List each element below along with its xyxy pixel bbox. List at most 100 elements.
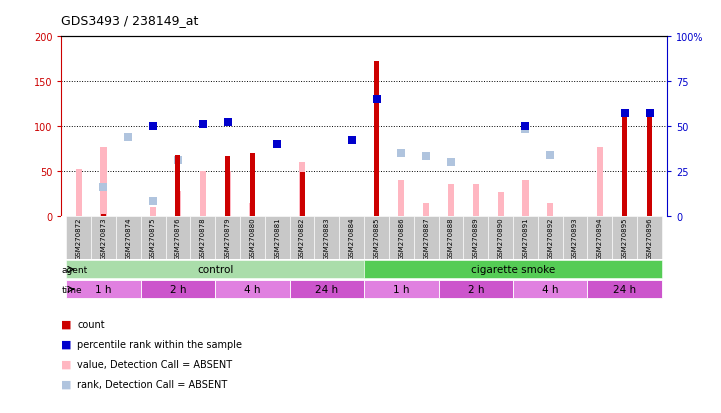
Bar <box>215 280 290 299</box>
Text: GSM270875: GSM270875 <box>150 217 156 260</box>
Point <box>520 127 531 133</box>
Bar <box>414 216 438 260</box>
Bar <box>91 216 116 260</box>
Point <box>520 123 531 130</box>
Point <box>98 184 110 191</box>
Point <box>445 159 456 166</box>
Text: GSM270879: GSM270879 <box>224 217 231 260</box>
Text: 4 h: 4 h <box>542 285 559 294</box>
Text: GSM270881: GSM270881 <box>274 217 280 260</box>
Bar <box>66 216 91 260</box>
Bar <box>224 171 231 216</box>
Text: GSM270874: GSM270874 <box>125 217 131 260</box>
Bar <box>364 216 389 260</box>
Point <box>420 154 432 160</box>
Text: GSM270891: GSM270891 <box>523 217 528 260</box>
Bar <box>166 216 190 260</box>
Text: ■: ■ <box>61 379 72 389</box>
Bar <box>299 162 305 216</box>
Text: GSM270876: GSM270876 <box>175 217 181 260</box>
Text: ■: ■ <box>61 359 72 369</box>
Point <box>371 97 382 103</box>
Bar <box>101 214 106 216</box>
Bar <box>190 216 215 260</box>
Bar <box>398 180 404 216</box>
Text: rank, Detection Call = ABSENT: rank, Detection Call = ABSENT <box>77 379 227 389</box>
Bar <box>622 116 627 216</box>
Point <box>172 157 184 164</box>
Bar <box>290 280 364 299</box>
Bar <box>448 185 454 216</box>
Text: GSM270886: GSM270886 <box>398 217 404 260</box>
Point <box>222 120 234 126</box>
Bar <box>647 118 652 216</box>
Text: GSM270882: GSM270882 <box>299 217 305 260</box>
Text: 24 h: 24 h <box>613 285 637 294</box>
Text: 2 h: 2 h <box>169 285 186 294</box>
Point <box>396 150 407 157</box>
Text: GSM270885: GSM270885 <box>373 217 379 260</box>
Bar <box>438 216 464 260</box>
Bar <box>523 180 528 216</box>
Bar <box>314 216 340 260</box>
Bar <box>562 216 588 260</box>
Point <box>197 121 208 128</box>
Bar <box>100 148 107 216</box>
Point <box>147 123 159 130</box>
Text: GSM270894: GSM270894 <box>597 217 603 260</box>
Bar <box>488 216 513 260</box>
Bar <box>364 261 662 278</box>
Bar <box>374 62 379 216</box>
Text: percentile rank within the sample: percentile rank within the sample <box>77 339 242 349</box>
Bar <box>290 216 314 260</box>
Text: 24 h: 24 h <box>315 285 338 294</box>
Bar <box>597 148 603 216</box>
Text: 2 h: 2 h <box>467 285 484 294</box>
Bar <box>497 193 504 216</box>
Text: GSM270888: GSM270888 <box>448 217 454 260</box>
Bar <box>389 216 414 260</box>
Bar <box>76 169 81 216</box>
Text: agent: agent <box>62 265 88 274</box>
Bar <box>240 216 265 260</box>
Bar <box>588 216 612 260</box>
Text: GSM270892: GSM270892 <box>547 217 553 260</box>
Text: ■: ■ <box>61 319 72 329</box>
Bar <box>340 216 364 260</box>
Bar <box>265 216 290 260</box>
Text: GSM270889: GSM270889 <box>473 217 479 260</box>
Bar <box>547 204 553 216</box>
Text: GSM270895: GSM270895 <box>622 217 628 260</box>
Point <box>644 111 655 117</box>
Bar <box>299 173 304 216</box>
Point <box>123 134 134 140</box>
Bar <box>175 155 180 216</box>
Text: GSM270878: GSM270878 <box>200 217 205 260</box>
Text: time: time <box>62 285 82 294</box>
Text: GDS3493 / 238149_at: GDS3493 / 238149_at <box>61 14 199 27</box>
Bar <box>423 204 429 216</box>
Bar <box>175 192 181 216</box>
Text: GSM270872: GSM270872 <box>76 217 81 260</box>
Bar <box>473 185 479 216</box>
Bar <box>150 207 156 216</box>
Text: GSM270887: GSM270887 <box>423 217 429 260</box>
Bar <box>66 261 364 278</box>
Text: GSM270893: GSM270893 <box>572 217 578 260</box>
Text: 4 h: 4 h <box>244 285 261 294</box>
Text: GSM270890: GSM270890 <box>497 217 504 260</box>
Bar <box>141 216 166 260</box>
Text: GSM270873: GSM270873 <box>100 217 107 260</box>
Text: GSM270896: GSM270896 <box>647 217 653 260</box>
Text: value, Detection Call = ABSENT: value, Detection Call = ABSENT <box>77 359 232 369</box>
Bar <box>513 216 538 260</box>
Text: ■: ■ <box>61 339 72 349</box>
Bar <box>588 280 662 299</box>
Text: GSM270884: GSM270884 <box>349 217 355 260</box>
Text: control: control <box>197 265 234 275</box>
Point <box>619 111 630 117</box>
Bar <box>513 280 588 299</box>
Text: count: count <box>77 319 105 329</box>
Bar <box>637 216 662 260</box>
Bar <box>141 280 215 299</box>
